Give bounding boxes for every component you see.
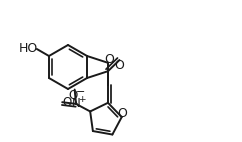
Text: HO: HO xyxy=(19,41,38,55)
Text: O: O xyxy=(63,96,72,109)
Text: O: O xyxy=(117,106,127,120)
Text: +: + xyxy=(78,95,86,104)
Text: O: O xyxy=(114,59,124,72)
Text: O: O xyxy=(104,53,114,66)
Text: −: − xyxy=(76,87,85,97)
Text: N: N xyxy=(72,97,80,110)
Text: O: O xyxy=(68,89,77,102)
